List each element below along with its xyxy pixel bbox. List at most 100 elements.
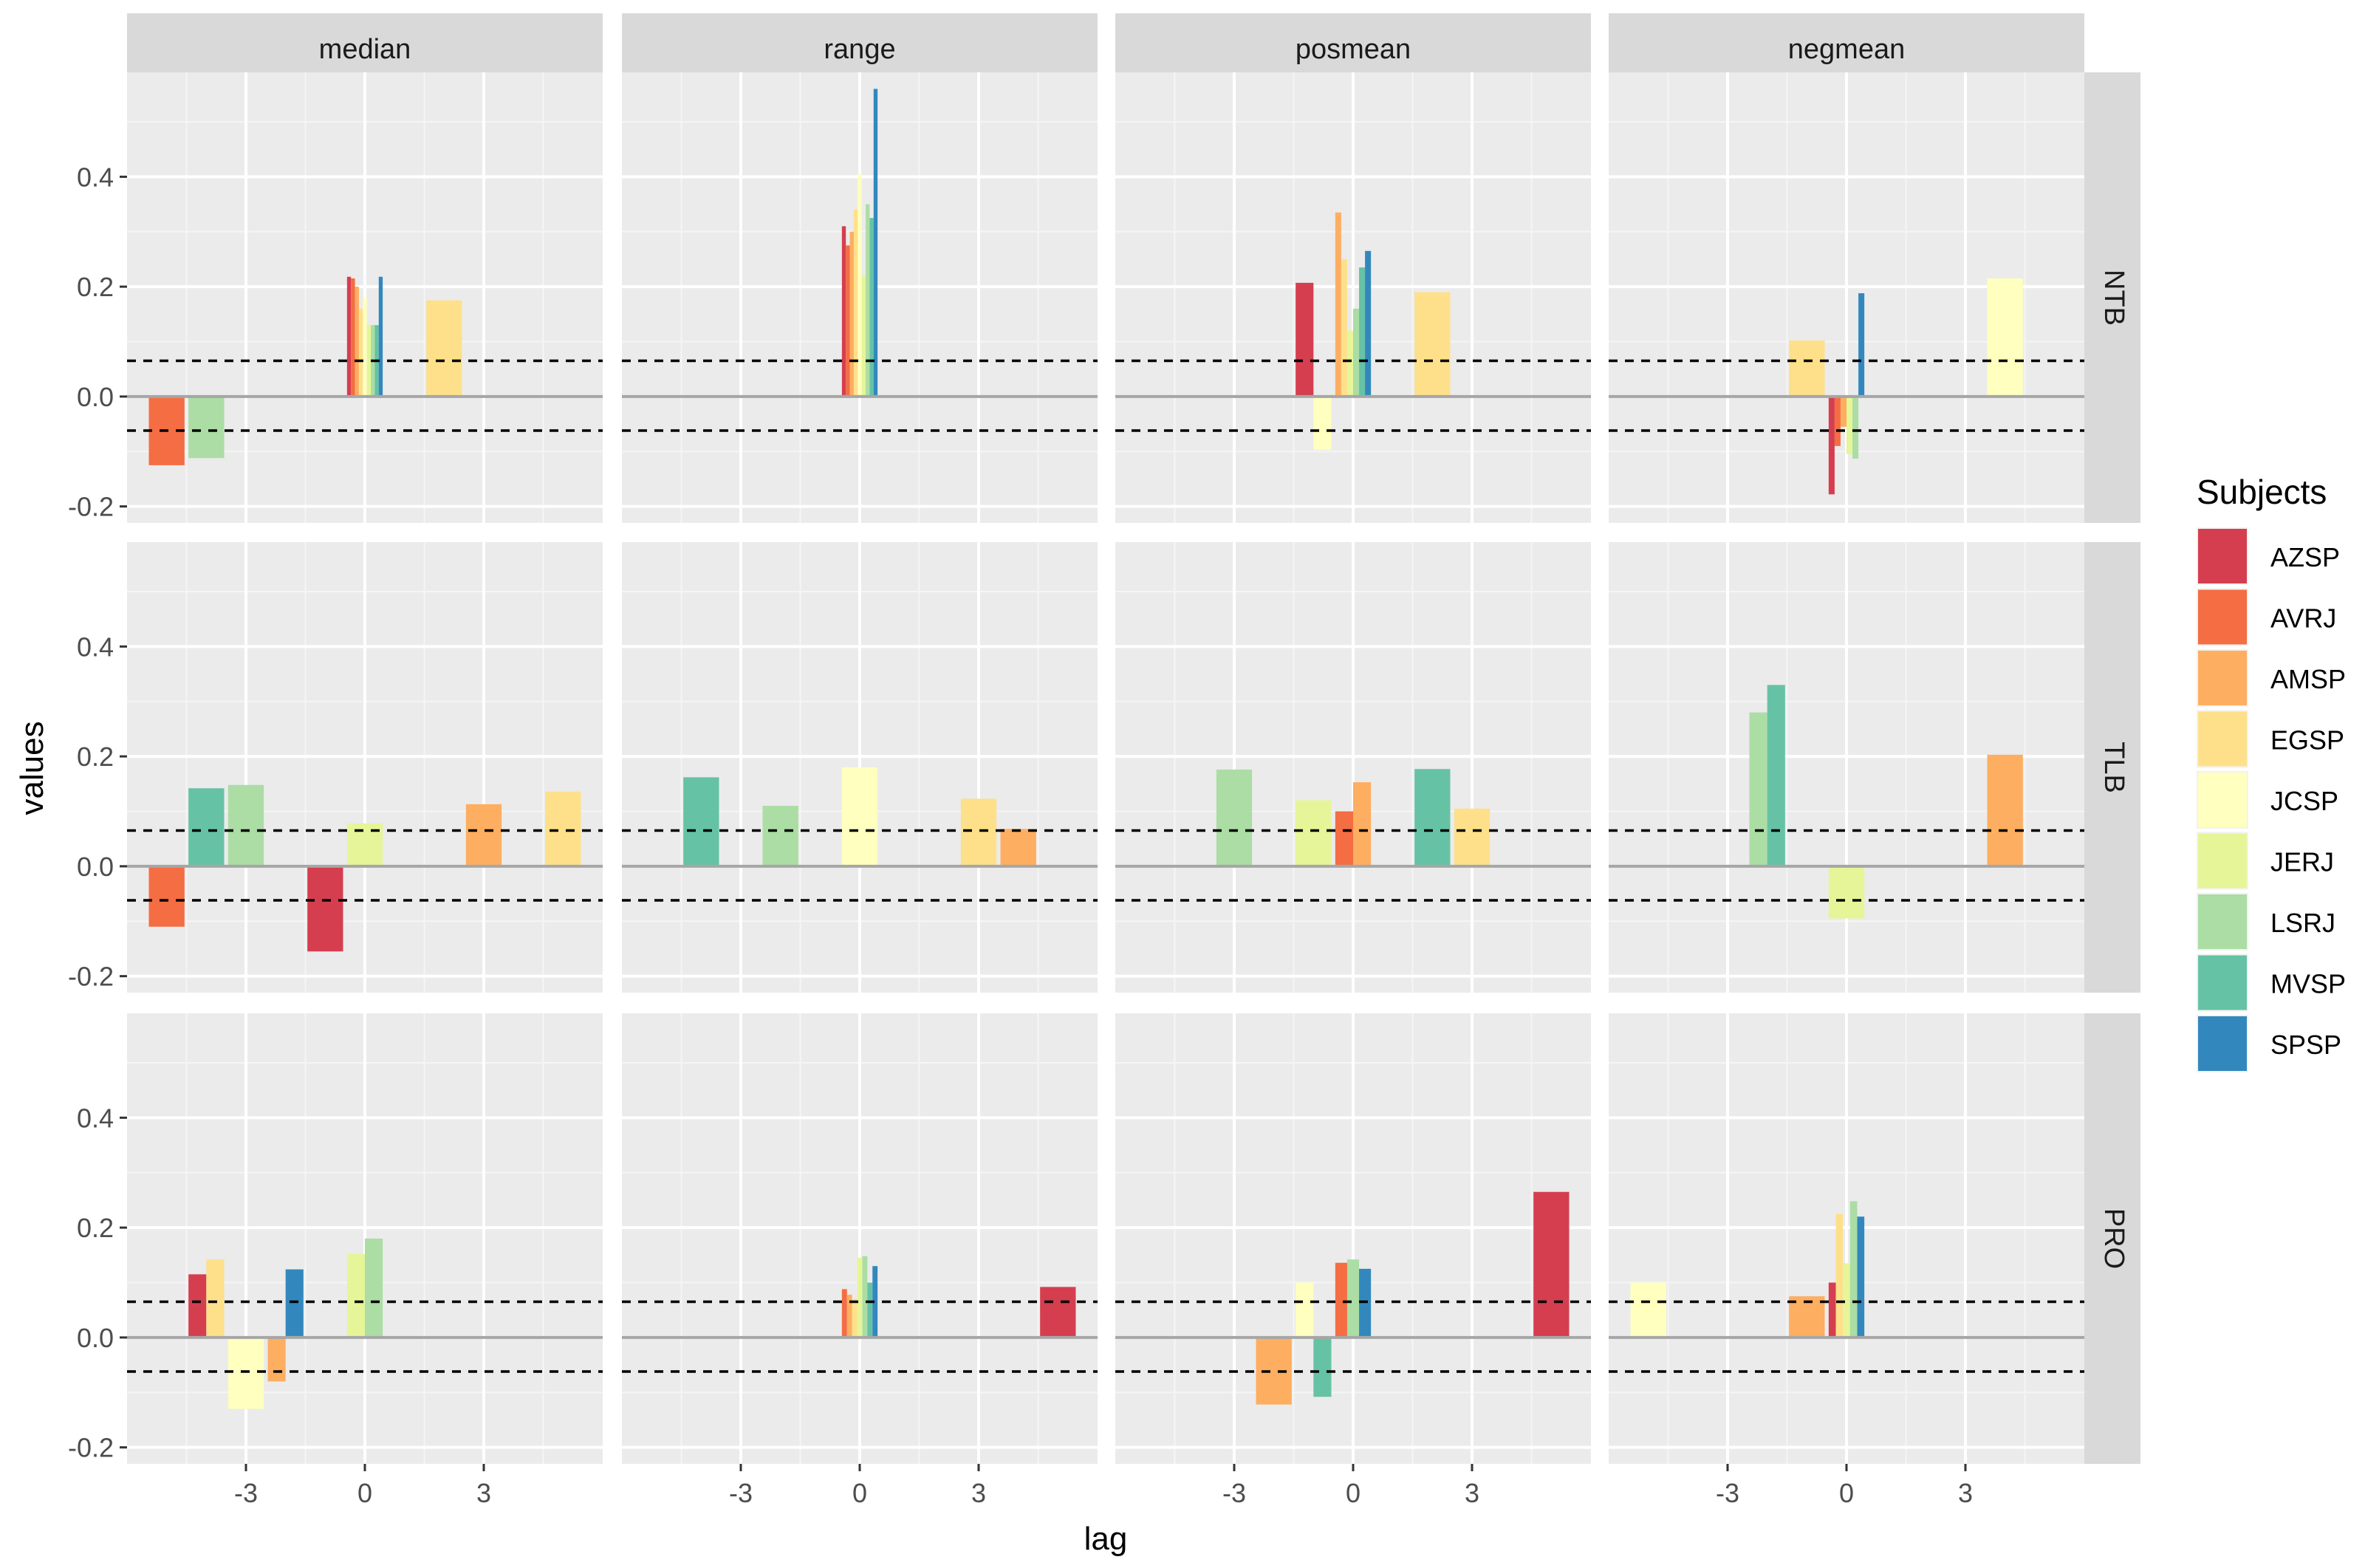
bar-SPSP (1365, 250, 1372, 397)
bar-SPSP (378, 276, 383, 397)
y-axis-title: values (14, 721, 50, 815)
bar-JCSP (858, 174, 862, 397)
legend-label: JERJ (2270, 847, 2334, 877)
facet-label: posmean (1296, 34, 1411, 65)
bar-MVSP (867, 1282, 873, 1338)
legend-label: AZSP (2270, 542, 2340, 572)
facet-label: range (824, 34, 895, 65)
bar-EGSP (545, 791, 581, 866)
bar-SPSP (1857, 1216, 1865, 1338)
legend-label: JCSP (2270, 786, 2338, 816)
bar-SPSP (1359, 1268, 1372, 1338)
bar-AVRJ (148, 866, 185, 927)
y-tick-label: 0.0 (77, 382, 114, 412)
x-tick-label: -3 (1716, 1478, 1739, 1508)
bar-EGSP (1789, 340, 1825, 397)
y-tick-label: 0.0 (77, 852, 114, 882)
bar-AMSP (1000, 829, 1036, 866)
bar-MVSP (1313, 1337, 1332, 1397)
bar-SPSP (872, 1266, 878, 1338)
x-tick-label: -3 (234, 1478, 258, 1508)
bar-LSRJ (227, 784, 264, 866)
bar-MVSP (188, 788, 225, 866)
x-tick-label: 3 (1958, 1478, 1973, 1508)
legend-key-MVSP (2198, 955, 2247, 1010)
bar-LSRJ (365, 1239, 383, 1338)
legend-label: AMSP (2270, 664, 2346, 694)
bar-JERJ (1843, 1263, 1850, 1338)
bar-JERJ (857, 1258, 863, 1338)
y-tick-label: -0.2 (68, 1433, 114, 1463)
y-tick-label: 0.2 (77, 1213, 114, 1243)
bar-AMSP (355, 287, 359, 397)
bar-JCSP (1296, 1282, 1314, 1338)
bar-LSRJ (866, 204, 870, 397)
x-tick-label: 0 (852, 1478, 867, 1508)
facet-label: TLB (2098, 742, 2129, 793)
bar-JCSP (227, 1337, 264, 1409)
bar-EGSP (358, 308, 363, 397)
facet-label: negmean (1788, 34, 1905, 65)
x-tick-label: 3 (476, 1478, 491, 1508)
bar-JCSP (841, 767, 878, 866)
bar-LSRJ (762, 806, 798, 866)
x-tick-label: 0 (1839, 1478, 1854, 1508)
bar-MVSP (1359, 267, 1366, 397)
y-tick-label: 0.4 (77, 162, 114, 192)
bar-AZSP (1040, 1287, 1076, 1338)
y-tick-label: 0.2 (77, 272, 114, 302)
facet-label: NTB (2098, 270, 2129, 326)
bar-MVSP (869, 218, 874, 397)
bar-LSRJ (1852, 396, 1859, 459)
facet-label: median (319, 34, 411, 65)
bar-AZSP (307, 866, 343, 952)
bar-MVSP (683, 777, 719, 866)
bar-JCSP (1313, 396, 1332, 451)
bar-LSRJ (1749, 712, 1767, 866)
legend-key-JCSP (2198, 773, 2247, 827)
legend-label: MVSP (2270, 969, 2346, 999)
x-tick-label: 0 (1346, 1478, 1361, 1508)
x-tick-label: 0 (357, 1478, 372, 1508)
legend-label: SPSP (2270, 1030, 2341, 1060)
facet-strip-NTB (2084, 72, 2140, 523)
y-tick-label: 0.0 (77, 1323, 114, 1353)
bar-AZSP (346, 276, 352, 397)
bar-LSRJ (862, 1256, 868, 1338)
bar-AMSP (849, 231, 854, 397)
legend-label: EGSP (2270, 725, 2344, 756)
x-axis-title: lag (1084, 1521, 1128, 1557)
bar-AVRJ (841, 1289, 847, 1338)
bar-AZSP (1828, 396, 1835, 495)
bar-AMSP (465, 804, 502, 866)
bar-JCSP (1630, 1282, 1666, 1338)
bar-EGSP (852, 1298, 858, 1338)
facet-strip-TLB (2084, 542, 2140, 993)
bar-JERJ (1346, 330, 1353, 397)
bar-AZSP (1828, 1282, 1836, 1338)
bar-AZSP (1296, 282, 1314, 397)
bar-AZSP (188, 1274, 207, 1338)
y-tick-label: 0.4 (77, 631, 114, 662)
bar-LSRJ (1216, 769, 1253, 866)
legend-label: LSRJ (2270, 908, 2335, 938)
bar-LSRJ (1353, 308, 1360, 397)
bar-EGSP (1341, 259, 1347, 397)
legend-key-AMSP (2198, 651, 2247, 705)
bar-EGSP (1835, 1213, 1844, 1338)
facet-label: PRO (2098, 1208, 2129, 1269)
bar-AZSP (1533, 1191, 1570, 1338)
bar-AMSP (267, 1337, 286, 1382)
facet-strip-PRO (2084, 1013, 2140, 1464)
legend-key-LSRJ (2198, 894, 2247, 949)
x-tick-label: -3 (1222, 1478, 1246, 1508)
bar-JERJ (346, 1253, 365, 1338)
bar-AMSP (1840, 396, 1847, 427)
legend-title: Subjects (2197, 473, 2327, 511)
x-tick-label: 3 (971, 1478, 986, 1508)
bar-JERJ (1296, 800, 1332, 866)
bar-AMSP (1335, 212, 1341, 397)
bar-AMSP (846, 1294, 852, 1338)
legend-key-AVRJ (2198, 589, 2247, 645)
